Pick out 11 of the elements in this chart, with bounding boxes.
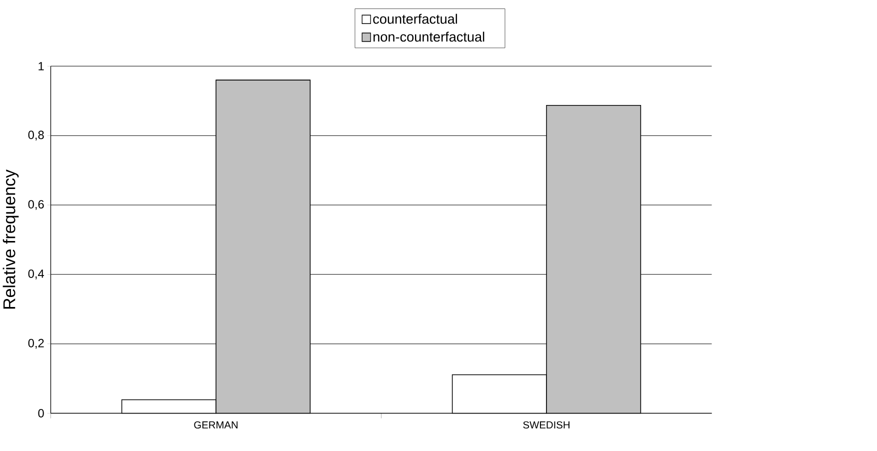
y-tick-label: 0,8 (28, 130, 44, 140)
y-axis-title: Relative frequency (2, 169, 19, 308)
y-tick-label: 0 (38, 408, 44, 418)
x-tick-label: SWEDISH (523, 421, 570, 428)
y-tick-label: 0,2 (28, 338, 44, 349)
legend-label: non-counterfactual (374, 32, 484, 42)
y-tick-label: 1 (38, 62, 44, 70)
y-tick-label: 0,4 (28, 269, 44, 280)
x-tick-label: GERMAN (194, 421, 238, 428)
legend-label: counterfactual (373, 14, 457, 24)
y-tick-label: 0,6 (28, 200, 44, 210)
